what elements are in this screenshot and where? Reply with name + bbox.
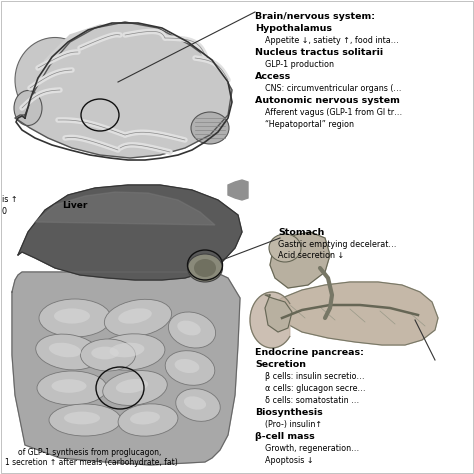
- Polygon shape: [12, 272, 240, 465]
- Text: Secretion: Secretion: [255, 360, 306, 369]
- Ellipse shape: [14, 91, 42, 126]
- Ellipse shape: [50, 92, 190, 147]
- Text: Endocrine pancreas:: Endocrine pancreas:: [255, 348, 364, 357]
- Text: α cells: glucagon secre…: α cells: glucagon secre…: [255, 384, 365, 393]
- Polygon shape: [268, 282, 438, 345]
- Ellipse shape: [118, 308, 152, 324]
- Polygon shape: [265, 295, 292, 332]
- Ellipse shape: [54, 309, 90, 324]
- Ellipse shape: [37, 371, 107, 405]
- Text: of GLP-1 synthesis from proglucagon,: of GLP-1 synthesis from proglucagon,: [18, 448, 161, 457]
- Ellipse shape: [91, 346, 119, 359]
- Ellipse shape: [116, 379, 148, 393]
- Ellipse shape: [269, 234, 301, 262]
- Text: Afferent vagus (GLP-1 from GI tr…: Afferent vagus (GLP-1 from GI tr…: [255, 108, 402, 117]
- Ellipse shape: [191, 112, 229, 144]
- Text: Access: Access: [255, 72, 291, 81]
- Ellipse shape: [39, 299, 111, 337]
- Polygon shape: [15, 22, 232, 158]
- Ellipse shape: [109, 343, 145, 357]
- Text: Stomach: Stomach: [278, 228, 324, 237]
- Polygon shape: [30, 25, 230, 110]
- Ellipse shape: [174, 359, 200, 373]
- Ellipse shape: [49, 343, 81, 357]
- Text: Liver: Liver: [62, 201, 87, 210]
- Text: 1 secretion ↑ after meals (carbohydrate, fat): 1 secretion ↑ after meals (carbohydrate,…: [5, 458, 178, 467]
- Polygon shape: [228, 180, 248, 200]
- Ellipse shape: [184, 396, 206, 410]
- Ellipse shape: [64, 411, 100, 424]
- Text: Brain/nervous system:: Brain/nervous system:: [255, 12, 375, 21]
- Ellipse shape: [103, 371, 167, 405]
- Text: β cells: insulin secretio…: β cells: insulin secretio…: [255, 372, 365, 381]
- Ellipse shape: [177, 320, 201, 336]
- Polygon shape: [18, 185, 242, 280]
- Ellipse shape: [81, 339, 136, 371]
- Ellipse shape: [188, 254, 222, 282]
- Ellipse shape: [52, 379, 86, 393]
- Polygon shape: [250, 292, 290, 348]
- Text: Apoptosis ↓: Apoptosis ↓: [255, 456, 314, 465]
- Text: Hypothalamus: Hypothalamus: [255, 24, 332, 33]
- Ellipse shape: [80, 33, 200, 108]
- Text: Acid secretion ↓: Acid secretion ↓: [278, 251, 344, 260]
- Ellipse shape: [36, 334, 100, 370]
- Text: Growth, regeneration…: Growth, regeneration…: [255, 444, 359, 453]
- Text: Gastric emptying decelerat…: Gastric emptying decelerat…: [278, 239, 396, 248]
- Text: Autonomic nervous system: Autonomic nervous system: [255, 96, 400, 105]
- Ellipse shape: [95, 334, 165, 370]
- Text: “Hepatoportal” region: “Hepatoportal” region: [255, 120, 354, 129]
- Text: 0: 0: [2, 207, 7, 216]
- Text: Biosynthesis: Biosynthesis: [255, 408, 323, 417]
- Ellipse shape: [165, 351, 215, 385]
- Text: Nucleus tractus solitarii: Nucleus tractus solitarii: [255, 48, 383, 57]
- Ellipse shape: [194, 259, 216, 277]
- Text: CNS: circumventricular organs (…: CNS: circumventricular organs (…: [255, 84, 401, 93]
- Text: δ cells: somatostatin …: δ cells: somatostatin …: [255, 396, 359, 405]
- Ellipse shape: [130, 411, 160, 425]
- Ellipse shape: [15, 37, 95, 122]
- Text: (Pro-) insulin↑: (Pro-) insulin↑: [255, 420, 322, 429]
- Polygon shape: [35, 192, 215, 225]
- Ellipse shape: [49, 404, 121, 436]
- Text: GLP-1 production: GLP-1 production: [255, 60, 334, 69]
- Ellipse shape: [118, 404, 178, 436]
- Ellipse shape: [104, 299, 172, 337]
- Text: is ↑: is ↑: [2, 195, 18, 204]
- Ellipse shape: [168, 312, 216, 348]
- Text: Appetite ↓, satiety ↑, food inta…: Appetite ↓, satiety ↑, food inta…: [255, 36, 399, 45]
- Polygon shape: [270, 232, 330, 288]
- Text: β-cell mass: β-cell mass: [255, 432, 315, 441]
- Ellipse shape: [176, 389, 220, 421]
